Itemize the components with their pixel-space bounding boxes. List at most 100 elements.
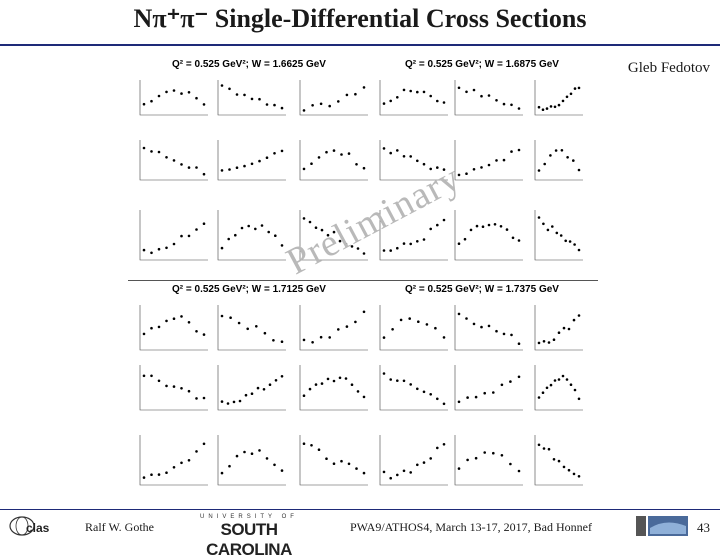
- mini-plot-point: [232, 400, 236, 404]
- mini-plot-point: [577, 168, 581, 172]
- mini-plot-point: [442, 168, 446, 171]
- mini-plot-point: [569, 92, 573, 96]
- mini-plot-point: [150, 473, 153, 477]
- mini-plot-point: [262, 388, 266, 391]
- mini-plot-point: [180, 461, 183, 465]
- mini-plot-point: [157, 94, 161, 98]
- mini-plot-point: [555, 231, 559, 235]
- mini-plot-point: [195, 330, 198, 333]
- mini-plot-point: [442, 336, 446, 339]
- mini-plot-point: [436, 446, 439, 450]
- mini-plot-point: [483, 451, 487, 454]
- mini-plot-point: [180, 387, 183, 390]
- mini-plot-point: [409, 383, 413, 386]
- mini-plot: [454, 435, 523, 486]
- mini-plot-point: [273, 463, 276, 467]
- mini-plot-point: [347, 152, 351, 155]
- mini-plot-point: [347, 462, 351, 466]
- mini-plot-point: [332, 149, 336, 152]
- mini-plot-point: [220, 169, 224, 172]
- mini-plot-point: [332, 379, 336, 383]
- mini-plot-axes: [139, 365, 208, 411]
- mini-plot-point: [549, 383, 553, 387]
- mini-plot-point: [382, 102, 386, 105]
- mini-plot-point: [150, 251, 153, 255]
- mini-plot-point: [150, 374, 153, 378]
- mini-plot-point: [260, 224, 264, 227]
- mini-plot-point: [344, 242, 348, 246]
- mini-plot-point: [355, 467, 358, 470]
- mini-plot-point: [495, 159, 498, 162]
- mini-plot-point: [326, 233, 330, 237]
- quadrant-title-4: Q² = 0.525 GeV²; W = 1.7375 GeV: [405, 284, 559, 295]
- mini-plot-point: [180, 315, 183, 318]
- mini-plot-point: [229, 316, 232, 320]
- mini-plot-point: [429, 94, 433, 98]
- mini-plot: [217, 305, 286, 351]
- mini-plot-point: [355, 163, 358, 166]
- mini-plot-point: [409, 155, 413, 158]
- athos-logo: [636, 516, 688, 536]
- mini-plot: [139, 305, 208, 351]
- mini-plot: [299, 365, 368, 411]
- mini-plot-point: [517, 148, 521, 152]
- mini-plot-point: [567, 468, 571, 472]
- mini-plot-point: [487, 94, 491, 97]
- mini-plot-point: [243, 93, 246, 97]
- mini-plot-point: [195, 166, 198, 169]
- mini-plot-point: [256, 386, 260, 390]
- mini-plot-point: [487, 163, 491, 167]
- mini-plot-point: [227, 237, 230, 241]
- mini-plot-point: [235, 166, 239, 169]
- mini-plot-point: [150, 99, 153, 103]
- mini-plot-point: [328, 336, 331, 339]
- quadrant-title-1: Q² = 0.525 GeV²; W = 1.6625 GeV: [172, 59, 326, 70]
- mini-plot-point: [243, 450, 246, 454]
- mini-plot-point: [265, 457, 269, 460]
- mini-plot-point: [463, 237, 467, 241]
- mini-plot-point: [268, 383, 272, 387]
- mini-plot: [454, 210, 523, 261]
- mini-plot-point: [317, 448, 321, 452]
- mini-plot-point: [340, 153, 343, 156]
- mini-plot-point: [272, 339, 275, 342]
- mini-plot-point: [280, 375, 284, 378]
- mini-plot-point: [475, 224, 479, 228]
- mini-plot-point: [573, 243, 576, 246]
- mini-plot-point: [500, 383, 504, 387]
- mini-plot-point: [481, 225, 485, 228]
- mini-plot: [299, 435, 368, 486]
- mini-plot-point: [326, 377, 330, 381]
- mini-plot-point: [517, 342, 521, 346]
- mini-plot-point: [567, 327, 571, 331]
- mini-plot-point: [483, 391, 487, 395]
- mini-plot-point: [557, 459, 561, 463]
- mini-plot-point: [573, 87, 577, 90]
- mini-plot-point: [254, 227, 257, 231]
- mini-plot-point: [280, 244, 284, 247]
- mini-plot-point: [457, 312, 461, 316]
- mini-plot-point: [274, 234, 277, 237]
- mini-plot-point: [228, 464, 231, 468]
- mini-plot-axes: [534, 305, 583, 351]
- mini-plot-point: [434, 326, 437, 330]
- mini-plot-point: [362, 310, 366, 314]
- mini-plot-point: [542, 340, 546, 343]
- mini-plot-point: [577, 397, 581, 401]
- mini-plot-point: [573, 388, 577, 392]
- mini-plot-point: [337, 328, 340, 331]
- mini-plot-point: [402, 379, 406, 383]
- mini-plot-point: [243, 164, 246, 168]
- mini-plot-point: [545, 107, 549, 110]
- mini-plot-axes: [217, 210, 286, 261]
- mini-plot-point: [537, 443, 541, 447]
- mini-plot-point: [565, 95, 569, 99]
- mini-plot: [217, 435, 286, 486]
- mini-plot-point: [402, 469, 406, 473]
- mini-plot-point: [302, 442, 306, 446]
- mini-plot-point: [509, 380, 512, 383]
- mini-plot-point: [537, 216, 541, 219]
- mini-plot: [139, 435, 208, 486]
- mini-plot-point: [457, 242, 461, 245]
- mini-plot-point: [356, 390, 360, 393]
